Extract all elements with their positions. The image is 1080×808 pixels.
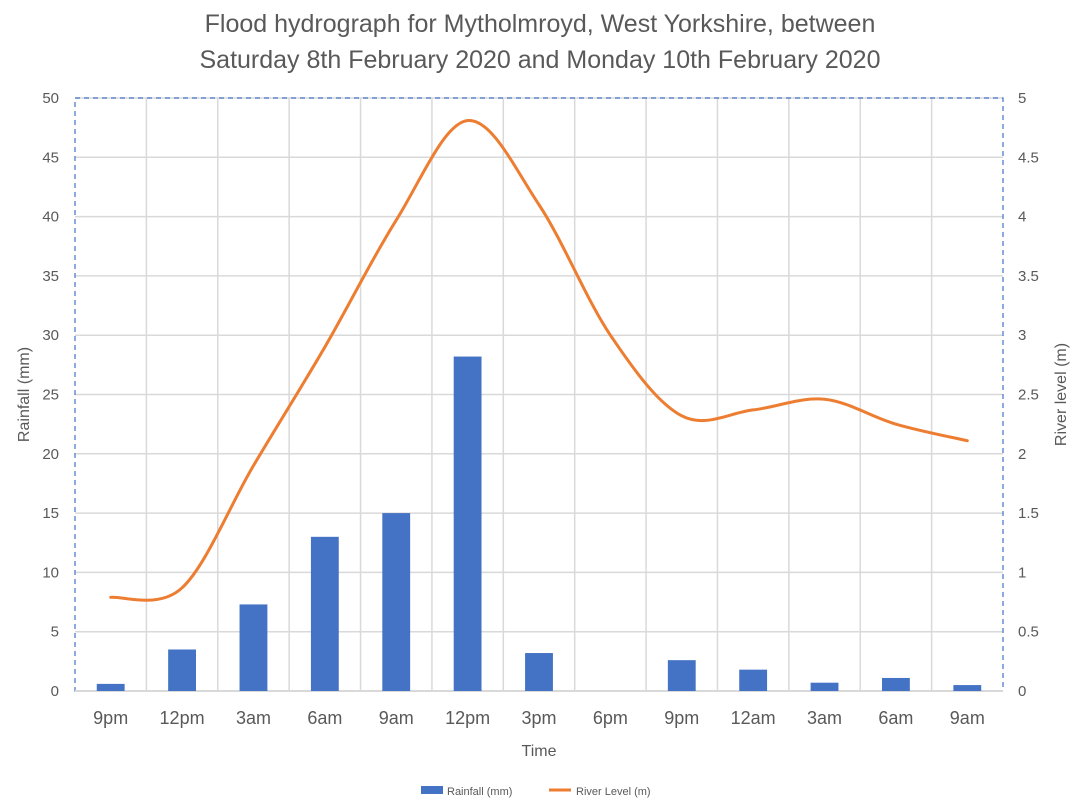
bar-rainfall: [239, 604, 268, 691]
y-right-tick-label: 2: [1018, 446, 1026, 463]
x-tick-label: 9am: [379, 708, 414, 728]
legend-label-rainfall: Rainfall (mm): [447, 786, 512, 798]
y-left-tick-label: 0: [51, 683, 59, 700]
bar-rainfall: [310, 536, 339, 691]
y-right-tick-label: 1.5: [1018, 505, 1039, 522]
chart-title-line-1: Flood hydrograph for Mytholmroyd, West Y…: [204, 10, 876, 38]
y-right-tick-label: 2.5: [1018, 387, 1039, 404]
y-right-tick-label: 0.5: [1018, 624, 1039, 641]
y-right-tick-label: 3.5: [1018, 268, 1039, 285]
x-tick-label: 6pm: [593, 708, 628, 728]
legend-label-river-level: River Level (m): [576, 786, 651, 798]
y-right-tick-label: 1: [1018, 564, 1026, 581]
y-left-tick-label: 35: [42, 268, 59, 285]
x-tick-label: 9pm: [93, 708, 128, 728]
y-left-tick-label: 30: [42, 327, 59, 344]
y-left-tick-label: 20: [42, 446, 59, 463]
bar-rainfall: [810, 682, 839, 691]
y-right-tick-label: 4.5: [1018, 149, 1039, 166]
x-tick-label: 9pm: [664, 708, 699, 728]
bar-rainfall: [382, 513, 411, 691]
legend-swatch-rainfall: [421, 786, 443, 794]
bar-rainfall: [882, 677, 910, 691]
y-left-axis-title: Rainfall (mm): [16, 347, 33, 442]
x-tick-label: 3am: [807, 708, 842, 728]
y-left-tick-label: 10: [42, 564, 59, 581]
y-left-tick-label: 40: [42, 209, 59, 226]
y-right-tick-label: 4: [1018, 209, 1026, 226]
line-river-level: [109, 119, 969, 602]
bar-rainfall: [739, 669, 768, 691]
x-tick-label: 6am: [307, 708, 342, 728]
x-tick-label: 9am: [950, 708, 985, 728]
y-right-tick-label: 3: [1018, 327, 1026, 344]
y-left-tick-label: 25: [42, 387, 59, 404]
chart-title-line-2: Saturday 8th February 2020 and Monday 10…: [199, 46, 881, 74]
bar-rainfall: [667, 660, 696, 691]
x-tick-label: 12pm: [445, 708, 490, 728]
bar-rainfall: [953, 685, 982, 691]
x-tick-label: 12am: [731, 708, 776, 728]
x-axis-title: Time: [522, 743, 557, 760]
x-tick-label: 12pm: [160, 708, 205, 728]
y-right-tick-label: 0: [1018, 683, 1026, 700]
bar-rainfall: [96, 683, 125, 691]
y-left-tick-label: 50: [42, 90, 59, 107]
y-left-tick-label: 15: [42, 505, 59, 522]
x-tick-label: 3am: [236, 708, 271, 728]
y-left-tick-label: 45: [42, 149, 59, 166]
y-right-tick-label: 5: [1018, 90, 1026, 107]
y-right-axis-title: River level (m): [1053, 343, 1070, 446]
bar-rainfall: [525, 653, 553, 691]
x-tick-label: 6am: [878, 708, 913, 728]
bar-rainfall: [168, 649, 196, 691]
bar-rainfall: [453, 356, 482, 691]
x-tick-label: 3pm: [521, 708, 556, 728]
y-left-tick-label: 5: [51, 624, 59, 641]
